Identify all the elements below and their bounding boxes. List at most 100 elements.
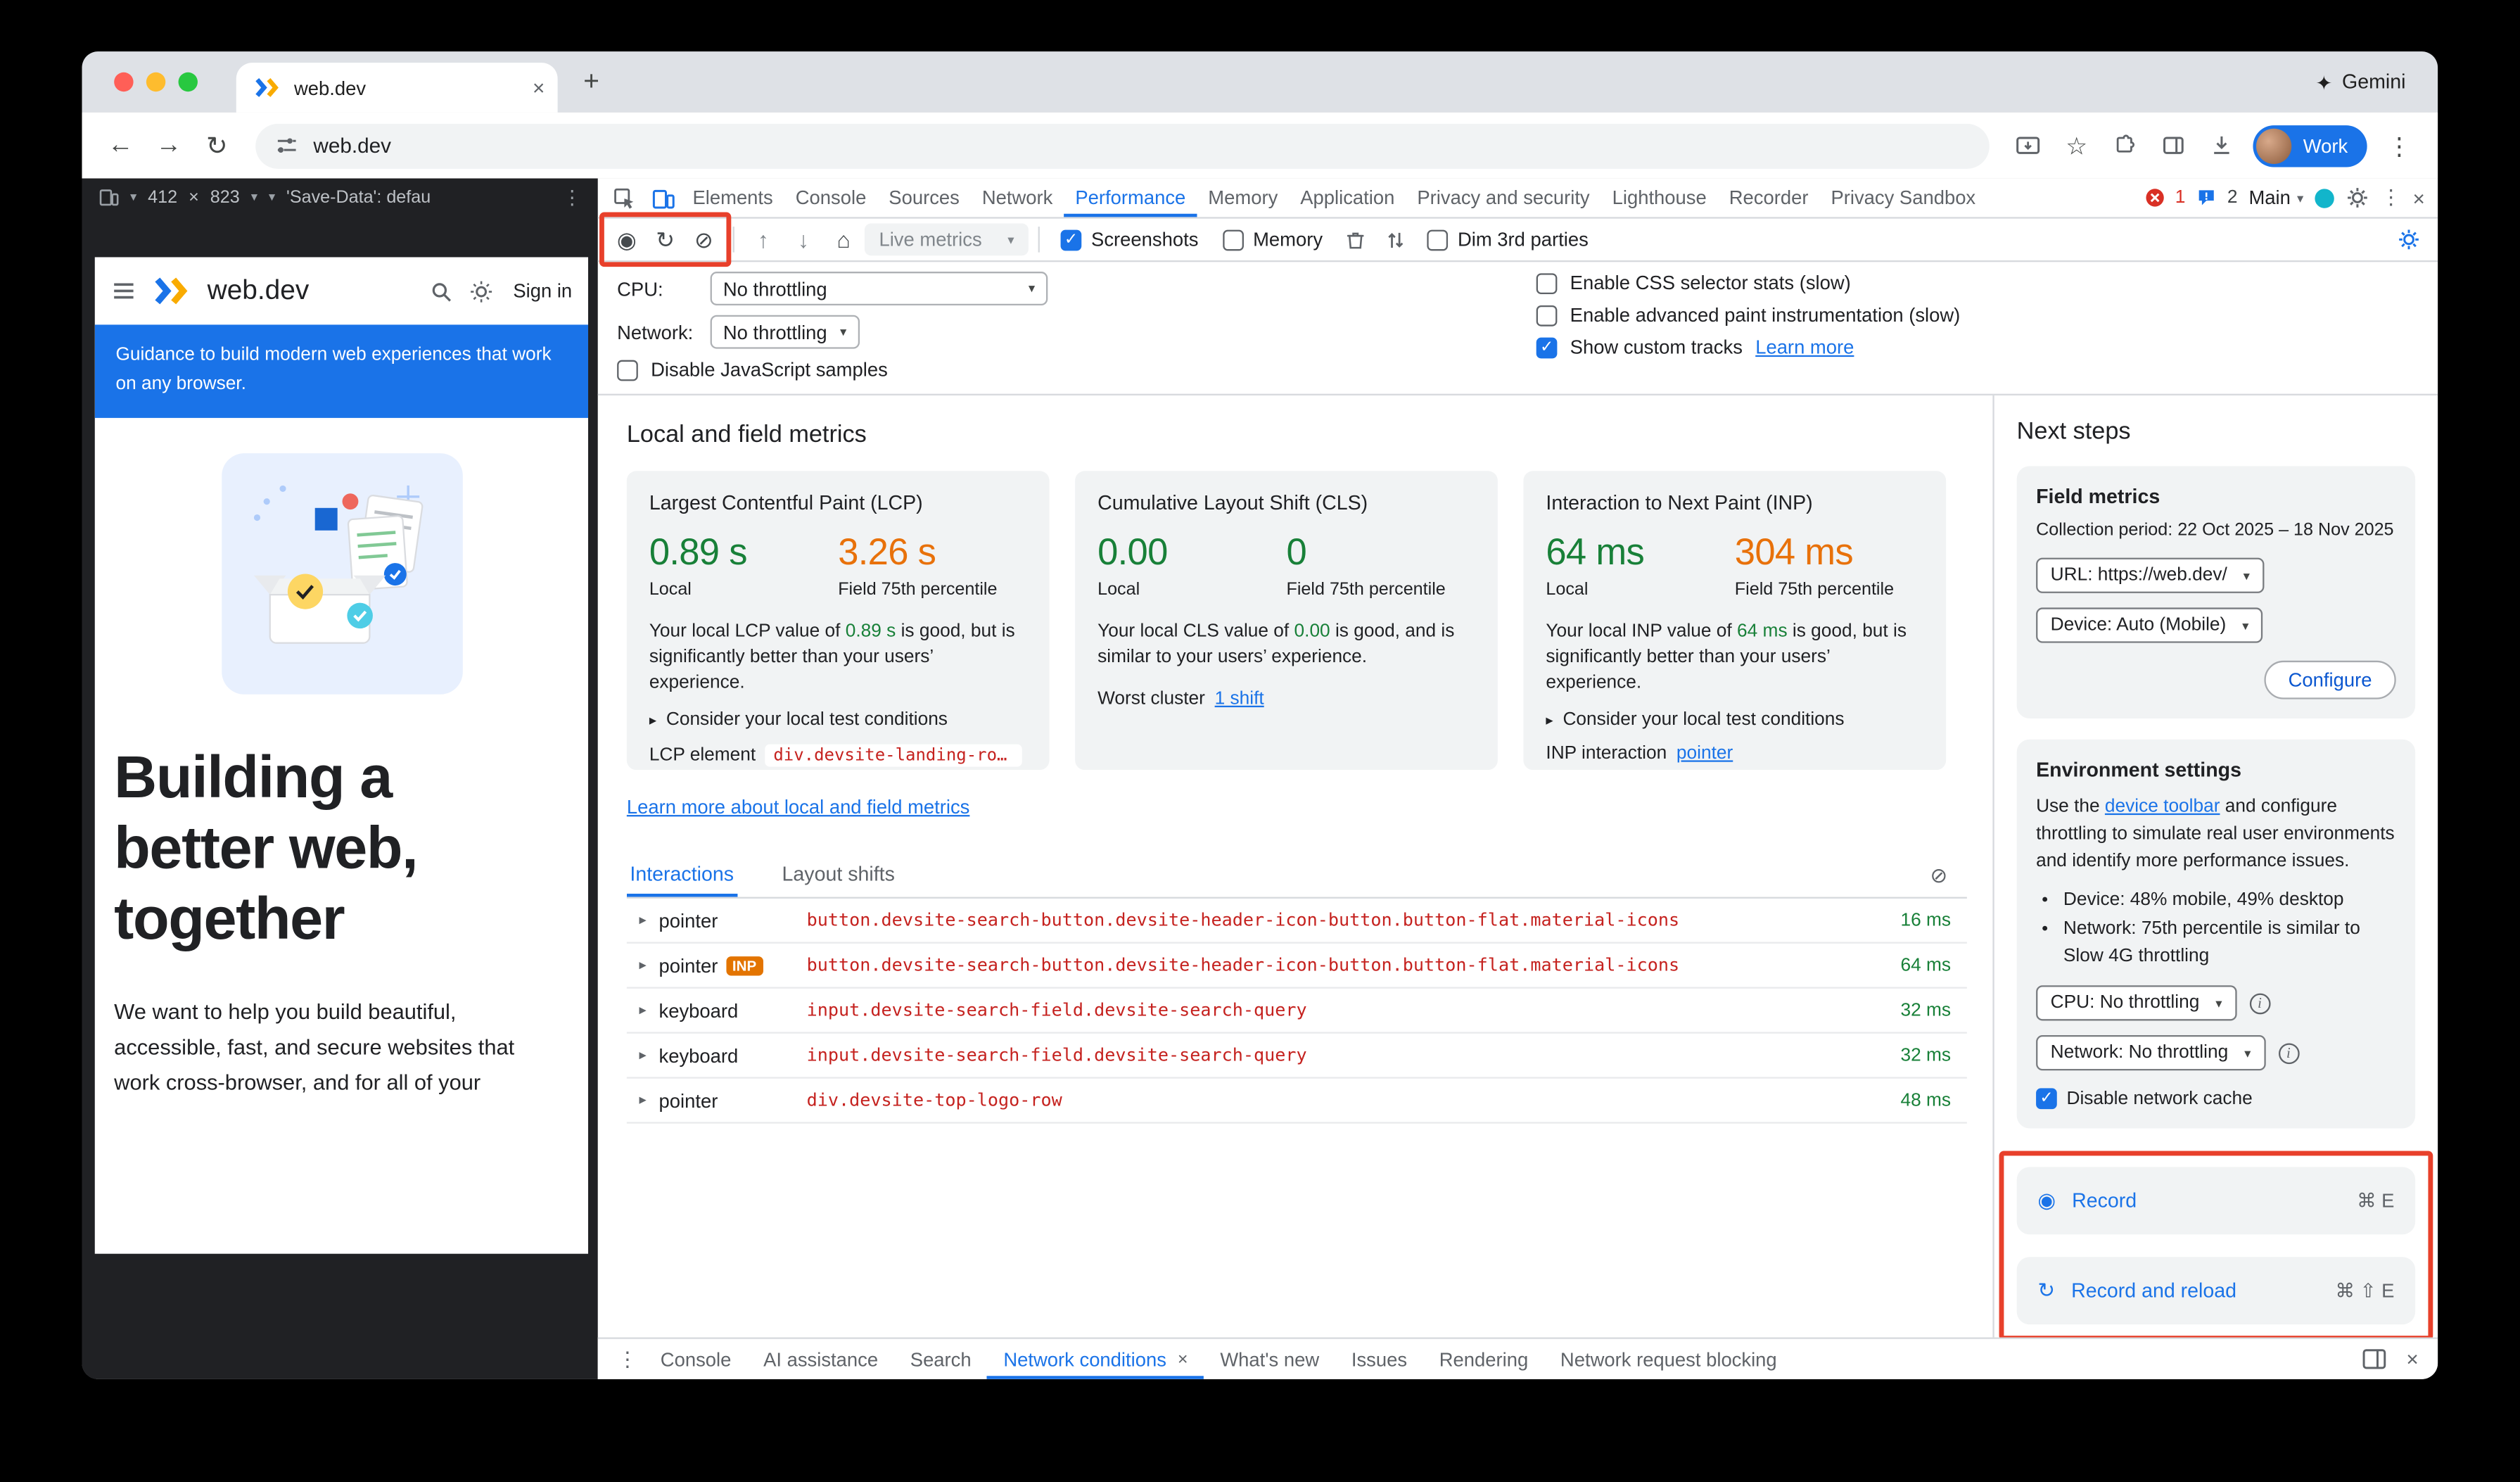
disable-cache-row[interactable]: ✓ Disable network cache: [2036, 1088, 2396, 1110]
tab-lighthouse[interactable]: Lighthouse: [1612, 186, 1707, 209]
cpu-throttling-select[interactable]: No throttling ▾: [710, 272, 1048, 305]
issue-count[interactable]: 2: [2227, 188, 2238, 208]
tab-privacy-sandbox[interactable]: Privacy Sandbox: [1831, 186, 1976, 209]
sign-in-button[interactable]: Sign in: [513, 279, 573, 303]
site-banner[interactable]: Guidance to build modern web experiences…: [94, 324, 589, 418]
interaction-row[interactable]: ▸ pointer button.devsite-search-button.d…: [626, 899, 1967, 944]
cpu-info-icon[interactable]: i: [2249, 992, 2270, 1014]
css-stats-row[interactable]: Enable CSS selector stats (slow): [1536, 272, 1961, 294]
devtools-close-icon[interactable]: ×: [2412, 185, 2425, 210]
custom-tracks-learn-more-link[interactable]: Learn more: [1755, 336, 1854, 359]
load-profile-icon[interactable]: ↑: [758, 227, 769, 253]
css-stats-checkbox[interactable]: [1536, 272, 1558, 293]
row-expand-caret-icon[interactable]: ▸: [639, 1046, 647, 1063]
gemini-button[interactable]: ✦ Gemini: [2315, 70, 2405, 94]
drawer-tab-network-conditions[interactable]: Network conditions ×: [987, 1339, 1204, 1379]
tab-privacy-security[interactable]: Privacy and security: [1417, 186, 1590, 209]
drawer-tab-issues[interactable]: Issues: [1351, 1348, 1408, 1371]
issues-icon[interactable]: [2196, 188, 2215, 207]
device-toolbar-toggle-icon[interactable]: [643, 180, 682, 215]
dim-3rd-parties-checkbox-row[interactable]: Dim 3rd parties: [1416, 228, 1600, 251]
browser-menu-icon[interactable]: ⋮: [2387, 132, 2412, 160]
row-expand-caret-icon[interactable]: ▸: [639, 956, 647, 973]
drawer-tab-close-icon[interactable]: ×: [1177, 1349, 1188, 1369]
disable-cache-checkbox[interactable]: ✓: [2036, 1088, 2057, 1110]
inspect-icon[interactable]: [604, 180, 643, 215]
screenshots-checkbox[interactable]: ✓: [1060, 229, 1082, 251]
save-data-select[interactable]: 'Save-Data': defau: [286, 187, 431, 207]
tab-console[interactable]: Console: [795, 186, 867, 209]
extensions-icon[interactable]: [2102, 123, 2147, 168]
browser-tab[interactable]: web.dev ×: [236, 63, 558, 113]
record-reload-icon[interactable]: ↻: [656, 225, 675, 252]
configure-button[interactable]: Configure: [2264, 661, 2396, 700]
new-tab-button[interactable]: +: [583, 65, 599, 97]
tab-close-icon[interactable]: ×: [532, 75, 545, 100]
disable-js-checkbox[interactable]: [617, 359, 638, 381]
tab-network[interactable]: Network: [981, 186, 1053, 209]
webdev-logo-icon[interactable]: [151, 277, 193, 305]
clear-interactions-icon[interactable]: ⊘: [1930, 862, 1948, 887]
device-select-caret-icon[interactable]: ▾: [130, 189, 137, 205]
drawer-close-icon[interactable]: ×: [2406, 1347, 2419, 1372]
error-icon[interactable]: [2144, 188, 2163, 207]
tab-sources[interactable]: Sources: [889, 186, 960, 209]
reload-icon[interactable]: ↻: [206, 132, 228, 160]
field-url-select[interactable]: URL: https://web.dev/ ▾: [2036, 558, 2265, 594]
drawer-tab-network-request-blocking[interactable]: Network request blocking: [1560, 1348, 1777, 1371]
inp-test-conditions-expander[interactable]: ▸ Consider your local test conditions: [1546, 711, 1923, 730]
custom-tracks-row[interactable]: ✓ Show custom tracks Learn more: [1536, 336, 1961, 358]
viewport-height[interactable]: 823: [210, 187, 240, 207]
collect-garbage-icon[interactable]: [1335, 220, 1374, 259]
interaction-row[interactable]: ▸ pointer div.devsite-top-logo-row 48 ms: [626, 1079, 1967, 1124]
cast-icon[interactable]: [2006, 123, 2051, 168]
env-network-select[interactable]: Network: No throttling ▾: [2036, 1035, 2265, 1071]
site-settings-icon[interactable]: [275, 134, 299, 158]
interaction-row[interactable]: ▸ keyboard input.devsite-search-field.de…: [626, 989, 1967, 1034]
lcp-test-conditions-expander[interactable]: ▸ Consider your local test conditions: [649, 711, 1027, 730]
tab-performance[interactable]: Performance: [1064, 179, 1197, 217]
row-expand-caret-icon[interactable]: ▸: [639, 1001, 647, 1018]
context-selector[interactable]: Main ▾: [2248, 186, 2303, 209]
clear-icon[interactable]: ⊘: [694, 225, 713, 252]
bookmark-star-icon[interactable]: ☆: [2066, 132, 2088, 160]
history-select[interactable]: Live metrics ▾: [864, 223, 1029, 256]
paint-instrumentation-checkbox[interactable]: [1536, 304, 1558, 326]
throughput-icon[interactable]: [1375, 220, 1414, 259]
live-metrics-home-icon[interactable]: ⌂: [836, 227, 851, 253]
device-toolbar-menu-icon[interactable]: ⋮: [562, 185, 582, 208]
site-search-icon[interactable]: [430, 279, 454, 303]
learn-more-metrics-link[interactable]: Learn more about local and field metrics: [626, 795, 970, 818]
memory-checkbox[interactable]: [1222, 229, 1244, 251]
disable-js-row[interactable]: Disable JavaScript samples: [617, 358, 1536, 381]
field-device-select[interactable]: Device: Auto (Mobile) ▾: [2036, 608, 2263, 644]
tab-elements[interactable]: Elements: [692, 186, 773, 209]
save-profile-icon[interactable]: ↓: [798, 227, 810, 253]
drawer-tab-rendering[interactable]: Rendering: [1439, 1348, 1529, 1371]
inp-interaction-link[interactable]: pointer: [1676, 745, 1733, 764]
memory-checkbox-row[interactable]: Memory: [1211, 228, 1334, 251]
hamburger-menu-icon[interactable]: [111, 278, 137, 304]
screenshots-checkbox-row[interactable]: ✓ Screenshots: [1050, 228, 1210, 251]
cls-shift-link[interactable]: 1 shift: [1214, 690, 1264, 709]
record-icon[interactable]: ◉: [616, 225, 637, 252]
record-and-reload-button[interactable]: ↻ Record and reload ⌘ ⇧ E: [2016, 1257, 2416, 1325]
drawer-tab-whats-new[interactable]: What's new: [1220, 1348, 1320, 1371]
record-button[interactable]: ◉ Record ⌘ E: [2016, 1167, 2416, 1235]
drawer-menu-icon[interactable]: ⋮: [617, 1346, 638, 1371]
forward-icon[interactable]: →: [155, 131, 182, 158]
capture-settings-gear-icon[interactable]: [2390, 220, 2429, 259]
row-expand-caret-icon[interactable]: ▸: [639, 911, 647, 927]
network-throttling-select[interactable]: No throttling ▾: [710, 315, 860, 349]
viewport-width[interactable]: 412: [148, 187, 178, 207]
row-expand-caret-icon[interactable]: ▸: [639, 1091, 647, 1108]
interaction-row[interactable]: ▸ pointer INP button.devsite-search-butto…: [626, 944, 1967, 989]
tab-memory[interactable]: Memory: [1208, 186, 1278, 209]
error-count[interactable]: 1: [2175, 188, 2186, 208]
env-cpu-select[interactable]: CPU: No throttling ▾: [2036, 985, 2236, 1021]
back-icon[interactable]: ←: [108, 131, 134, 158]
throttle-caret-icon[interactable]: ▾: [268, 189, 276, 205]
zoom-window-button[interactable]: [178, 72, 198, 92]
close-window-button[interactable]: [114, 72, 134, 92]
zoom-caret-icon[interactable]: ▾: [250, 189, 257, 205]
